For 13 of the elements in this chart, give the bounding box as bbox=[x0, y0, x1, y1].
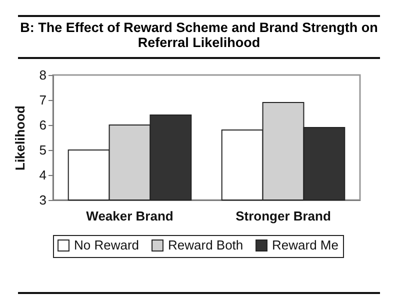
legend-label: Reward Both bbox=[168, 238, 244, 253]
chart-title: B: The Effect of Reward Scheme and Brand Strength on Referral Likelihood bbox=[19, 20, 379, 50]
y-axis-title: Likelihood bbox=[12, 105, 28, 170]
y-tick-label: 5 bbox=[39, 142, 46, 158]
y-tick-label: 6 bbox=[39, 118, 46, 132]
y-tick-label: 8 bbox=[39, 68, 46, 82]
y-tick-label: 4 bbox=[39, 168, 46, 182]
x-tick-label: Weaker Brand bbox=[86, 208, 174, 224]
legend-label: No Reward bbox=[74, 238, 140, 253]
y-tick-label: 3 bbox=[39, 192, 46, 208]
legend-label: Reward Me bbox=[272, 238, 338, 253]
x-tick-label: Stronger Brand bbox=[236, 208, 331, 224]
y-tick-label: 7 bbox=[39, 92, 46, 108]
